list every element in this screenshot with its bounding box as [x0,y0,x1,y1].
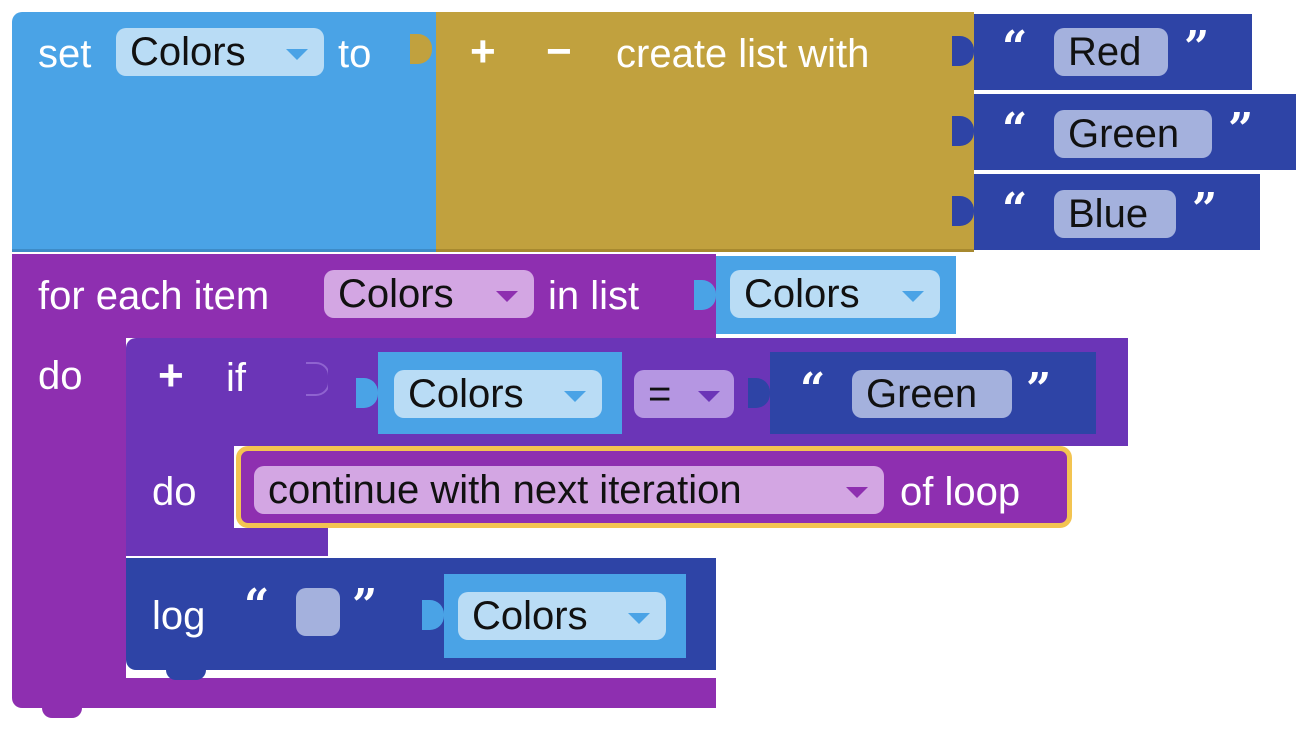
input-socket-notch [748,378,770,408]
open-quote-icon: “ [1002,184,1028,235]
close-quote-icon: ” [1228,104,1254,155]
if-block-footer [126,528,328,556]
close-quote-icon: ” [1026,364,1052,415]
compare-text-field[interactable]: Green [852,370,1012,418]
chevron-down-icon [846,487,868,498]
open-quote-icon: “ [244,580,270,631]
text-value: Green [866,372,978,416]
open-quote-icon: “ [800,364,826,415]
for-each-label: for each item [38,274,270,318]
loop-variable-dropdown[interactable]: Colors [324,270,534,318]
list-variable-name: Colors [744,272,860,316]
text-value: Green [1068,112,1180,156]
chevron-down-icon [902,291,924,302]
input-socket-notch [410,34,432,64]
chevron-down-icon [628,613,650,624]
plus-mutator-icon[interactable]: + [158,351,184,400]
text-value: Blue [1068,192,1149,236]
text-value: Red [1068,30,1142,74]
input-socket-notch [952,196,974,226]
if-label: if [226,356,246,400]
text-field-red[interactable]: Red [1054,28,1168,76]
operator-dropdown[interactable]: = [634,370,734,418]
compare-variable-dropdown[interactable]: Colors [394,370,602,418]
input-socket-notch [952,36,974,66]
loop-variable-name: Colors [338,272,454,316]
input-socket-notch [952,116,974,146]
list-variable-dropdown[interactable]: Colors [730,270,940,318]
set-variable-dropdown[interactable]: Colors [116,28,324,76]
in-list-label: in list [548,274,640,318]
to-label: to [338,32,372,76]
next-connector-tab [42,706,82,718]
create-list-label: create list with [616,32,870,76]
next-connector-tab [166,668,206,680]
input-socket-notch [356,378,378,408]
log-text-field[interactable] [296,588,340,636]
close-quote-icon: ” [1192,184,1218,235]
input-socket-notch [422,600,444,630]
close-quote-icon: ” [352,580,378,631]
text-field-blue[interactable]: Blue [1054,190,1176,238]
create-list-block[interactable] [436,12,974,252]
open-quote-icon: “ [1002,104,1028,155]
continue-mode-dropdown[interactable]: continue with next iteration [254,466,884,514]
input-socket-notch [306,362,330,396]
chevron-down-icon [564,391,586,402]
text-field-green[interactable]: Green [1054,110,1212,158]
log-variable-name: Colors [472,594,588,638]
operator-symbol: = [648,372,672,416]
set-variable-name: Colors [130,30,246,74]
if-do-label: do [152,470,197,514]
set-label: set [38,32,92,76]
minus-mutator-icon[interactable]: − [546,27,572,76]
for-each-block-footer [12,678,716,708]
open-quote-icon: “ [1002,22,1028,73]
chevron-down-icon [698,391,720,402]
plus-mutator-icon[interactable]: + [470,27,496,76]
log-label: log [152,594,206,638]
chevron-down-icon [286,49,308,60]
chevron-down-icon [496,291,518,302]
compare-variable-name: Colors [408,372,524,416]
of-loop-label: of loop [900,470,1021,514]
for-each-block-left-arm [12,338,126,678]
continue-mode-label: continue with next iteration [268,468,742,512]
input-socket-notch [694,280,716,310]
log-variable-dropdown[interactable]: Colors [458,592,666,640]
close-quote-icon: ” [1184,22,1210,73]
loop-do-label: do [38,354,83,398]
